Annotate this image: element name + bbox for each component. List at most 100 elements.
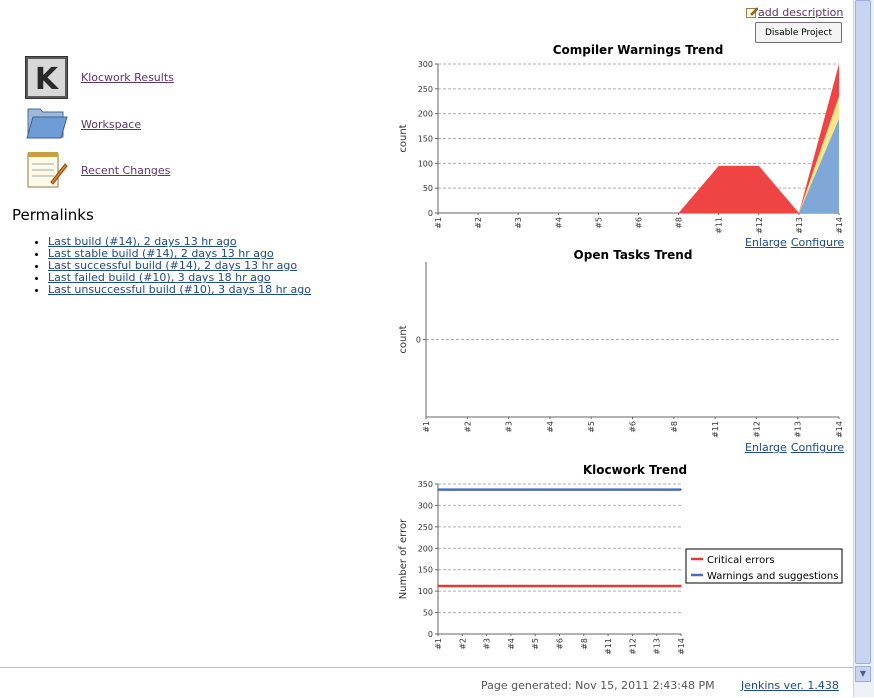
x-tick-label: #11 — [711, 421, 720, 438]
x-tick-label: #14 — [677, 638, 686, 655]
notepad-icon[interactable] — [25, 150, 68, 190]
x-tick-label: #1 — [434, 638, 443, 650]
y-tick-label: 300 — [418, 501, 433, 510]
data-point — [680, 585, 682, 587]
x-tick-label: #2 — [458, 638, 467, 650]
permalink-last-stable-build[interactable]: Last stable build (#14), 2 days 13 hr ag… — [48, 247, 274, 260]
open-tasks-links: Enlarge Configure — [741, 441, 844, 454]
jenkins-version-link[interactable]: Jenkins ver. 1.438 — [741, 679, 839, 692]
x-tick-label: #5 — [594, 217, 603, 229]
x-tick-label: #3 — [505, 421, 514, 433]
permalink-last-unsuccessful-build[interactable]: Last unsuccessful build (#10), 3 days 18… — [48, 283, 312, 296]
page-generated-text: Page generated: Nov 15, 2011 2:43:48 PM — [481, 679, 715, 692]
x-tick-label: #3 — [483, 638, 492, 650]
x-tick-label: #6 — [635, 217, 644, 229]
x-tick-label: #14 — [835, 421, 844, 438]
open-tasks-title: Open Tasks Trend — [573, 248, 693, 262]
data-point — [461, 585, 464, 587]
legend-entry: Warnings and suggestions — [707, 571, 838, 582]
area-series-2 — [438, 64, 839, 213]
permalink-last-successful-build[interactable]: Last successful build (#14), 2 days 13 h… — [48, 259, 298, 272]
klocwork-trend-chart[interactable]: 0 50 100 150 200 250 300 350 #1 #2 #3 #4 #5 #6 #8 #11 #1… — [392, 476, 846, 662]
permalinks-heading: Permalinks — [12, 206, 94, 224]
x-tick-label: #11 — [715, 217, 724, 234]
configure-link[interactable]: Configure — [790, 441, 845, 454]
x-tick-label: #13 — [794, 421, 803, 438]
x-tick-label: #4 — [546, 421, 555, 433]
y-tick-label: 150 — [418, 566, 433, 575]
sidebar-item-recent-changes[interactable]: Recent Changes — [81, 164, 171, 177]
list-item: Last successful build (#14), 2 days 13 h… — [48, 260, 311, 272]
scroll-down-icon[interactable]: ▼ — [855, 666, 871, 682]
data-point — [461, 488, 464, 491]
enlarge-link[interactable]: Enlarge — [745, 441, 787, 454]
configure-link[interactable]: Configure — [790, 236, 845, 249]
compiler-warnings-chart[interactable]: 0 50 100 150 200 250 300 #1 #2 #3 #4 #5 #6 #8 #11 #12 #1… — [392, 56, 846, 236]
add-description: add description — [746, 6, 843, 19]
x-tick-label: #3 — [514, 217, 523, 229]
data-point — [655, 585, 658, 587]
x-tick-label: #5 — [531, 638, 540, 650]
x-tick-label: #12 — [752, 421, 761, 438]
data-point — [534, 585, 536, 587]
data-point — [485, 488, 488, 491]
x-tick-label: #13 — [653, 638, 662, 655]
y-tick-label: 100 — [418, 159, 433, 168]
edit-icon[interactable] — [746, 6, 759, 18]
data-point — [510, 585, 512, 587]
x-tick-label: #4 — [554, 217, 563, 229]
list-item: Last build (#14), 2 days 13 hr ago — [48, 236, 311, 248]
folder-icon[interactable] — [25, 103, 68, 141]
x-tick-label: #2 — [463, 421, 472, 433]
data-point — [631, 488, 634, 491]
x-tick-label: #8 — [580, 638, 589, 650]
y-axis-label: Number of error — [398, 518, 409, 599]
x-tick-label: #1 — [434, 217, 443, 229]
x-tick-label: #4 — [507, 638, 516, 650]
y-axis-label: count — [398, 325, 409, 353]
x-tick-label: #6 — [629, 421, 638, 433]
x-tick-label: #11 — [604, 638, 613, 655]
x-tick-label: #1 — [422, 421, 431, 433]
add-description-link[interactable]: add description — [758, 6, 844, 19]
y-tick-label: 50 — [423, 184, 433, 193]
data-point — [631, 585, 634, 587]
x-tick-label: #2 — [474, 217, 483, 229]
data-point — [607, 488, 609, 491]
legend-entry: Critical errors — [707, 555, 775, 566]
data-point — [534, 488, 536, 491]
disable-project-button[interactable]: Disable Project — [755, 22, 842, 43]
y-tick-label: 0 — [428, 630, 433, 639]
enlarge-link[interactable]: Enlarge — [745, 236, 787, 249]
y-tick-label: 200 — [418, 544, 433, 553]
list-item: Last failed build (#10), 3 days 18 hr ag… — [48, 272, 311, 284]
open-tasks-chart[interactable]: 0 #1 #2 #3 #4 #5 #6 #8 #11 #12 #13 #14 count — [392, 260, 846, 442]
y-tick-label: 250 — [418, 523, 433, 532]
svg-text:K: K — [35, 62, 60, 97]
y-tick-label: 250 — [418, 85, 433, 94]
data-point — [607, 585, 609, 587]
data-point — [437, 585, 439, 587]
permalink-last-failed-build[interactable]: Last failed build (#10), 3 days 18 hr ag… — [48, 271, 271, 284]
compiler-warnings-links: Enlarge Configure — [741, 236, 844, 249]
y-tick-label: 50 — [423, 609, 433, 618]
klocwork-trend-title: Klocwork Trend — [582, 463, 688, 477]
x-tick-label: #14 — [835, 217, 844, 234]
data-point — [437, 488, 439, 491]
y-tick-label: 200 — [418, 110, 433, 119]
list-item: Last stable build (#14), 2 days 13 hr ag… — [48, 248, 311, 260]
list-item: Last unsuccessful build (#10), 3 days 18… — [48, 284, 311, 296]
scrollbar-thumb[interactable] — [855, 0, 871, 664]
data-point — [680, 488, 682, 491]
footer: Page generated: Nov 15, 2011 2:43:48 PM … — [0, 667, 853, 698]
compiler-warnings-title: Compiler Warnings Trend — [552, 43, 724, 57]
data-point — [485, 585, 488, 587]
legend-box — [685, 548, 843, 584]
klocwork-icon[interactable]: K — [25, 56, 68, 99]
y-tick-label: 100 — [418, 587, 433, 596]
permalink-last-build[interactable]: Last build (#14), 2 days 13 hr ago — [48, 235, 237, 248]
x-tick-label: #12 — [628, 638, 637, 655]
sidebar-item-workspace[interactable]: Workspace — [81, 118, 142, 131]
sidebar-item-klocwork-results[interactable]: Klocwork Results — [81, 71, 174, 84]
x-tick-label: #12 — [755, 217, 764, 234]
